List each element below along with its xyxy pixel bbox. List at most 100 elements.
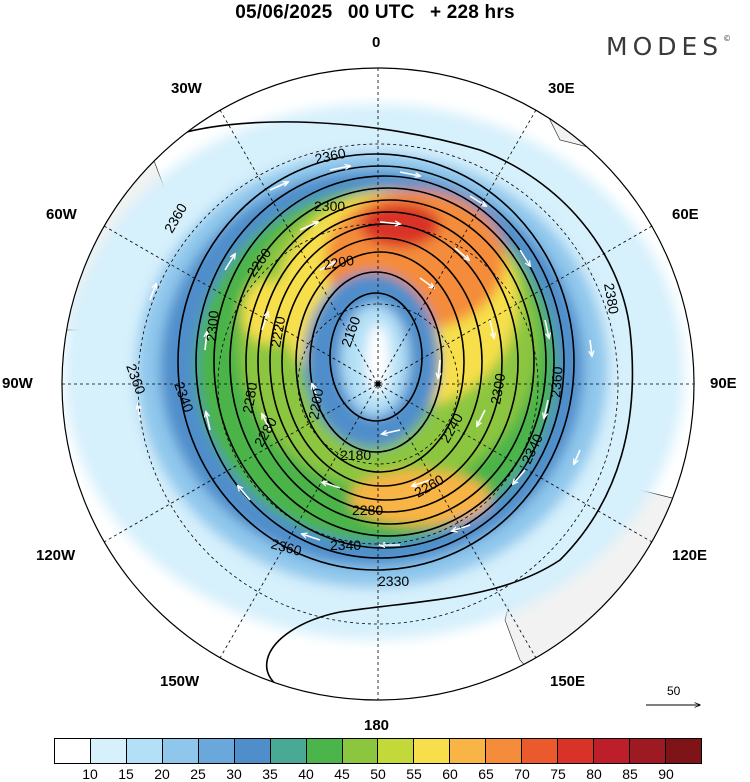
wind-arrow	[269, 182, 288, 191]
colorbar-tick-label: 60	[442, 766, 458, 782]
wind-arrow	[329, 166, 350, 171]
wind-arrow	[138, 404, 140, 421]
wind-arrow	[544, 319, 549, 338]
wind-speed-fill	[64, 104, 684, 640]
valid-date: 05/06/2025	[235, 2, 333, 23]
brand-name: MODES	[606, 32, 724, 61]
colorbar-tick-label: 30	[226, 766, 242, 782]
contour-label: 2280	[239, 381, 260, 415]
colorbar-swatch	[558, 739, 595, 763]
contour-2260	[257, 211, 519, 513]
contour-2200	[295, 251, 465, 473]
wind-arrow	[438, 359, 440, 378]
wind-arrow	[262, 414, 271, 431]
wind-arrow	[312, 384, 319, 401]
wind-arrow	[477, 409, 486, 426]
height-contours	[159, 121, 634, 700]
colorbar	[54, 738, 702, 764]
wind-arrow	[238, 486, 251, 501]
wind-arrow	[513, 469, 526, 484]
contour-2160	[329, 292, 423, 422]
colorbar-swatch	[90, 739, 127, 763]
colorbar-tick-label: 40	[298, 766, 314, 782]
colorbar-tick-label: 90	[658, 766, 674, 782]
contour-label: 2360	[313, 145, 347, 167]
lon-label-60w: 60W	[46, 206, 77, 223]
brand-logo: MODES©	[606, 32, 731, 61]
colorbar-swatch	[414, 739, 451, 763]
wind-arrow	[469, 195, 486, 206]
forecast-lead: + 228 hrs	[430, 2, 515, 23]
south-pole-marker	[375, 381, 381, 387]
copyright-mark: ©	[723, 34, 732, 43]
colorbar-tick-label: 35	[262, 766, 278, 782]
colorbar-tick-label: 45	[334, 766, 350, 782]
wind-arrow	[299, 222, 318, 231]
colorbar-swatch	[342, 739, 379, 763]
colorbar-swatch	[522, 739, 559, 763]
wind-arrow	[574, 449, 581, 464]
wind-arrow	[489, 319, 494, 338]
colorbar-tick-label: 50	[370, 766, 386, 782]
contour-2280	[245, 199, 535, 525]
lon-label-120w: 120W	[36, 547, 76, 564]
wind-arrow	[454, 247, 469, 260]
polar-map: 2360 2300 2360 2260 2200 2220 2160 2300 …	[61, 67, 750, 740]
colorbar-swatch	[486, 739, 523, 763]
colorbar-tick-label: 20	[154, 766, 170, 782]
lon-label-150e: 150E	[550, 673, 586, 690]
lon-label-90w: 90W	[2, 375, 33, 392]
lon-label-0: 0	[372, 34, 381, 51]
wind-core-10	[366, 324, 390, 396]
wind-arrow	[261, 312, 268, 331]
contour-label: 2380	[601, 282, 622, 316]
contour-label: 2340	[330, 537, 361, 553]
wind-arrow	[519, 249, 530, 266]
lon-label-150w: 150W	[160, 673, 200, 690]
colorbar-swatch	[126, 739, 163, 763]
contour-label: 2200	[322, 252, 356, 273]
colorbar-tick-label: 15	[118, 766, 134, 782]
wind-arrow	[322, 482, 341, 489]
colorbar-swatch	[234, 739, 271, 763]
colorbar-swatch	[198, 739, 235, 763]
contour-2300	[229, 187, 547, 537]
wind-arrow	[319, 262, 336, 271]
vector-reference-label: 50	[667, 684, 681, 698]
contour-label: 2300	[487, 372, 508, 406]
wind-arrow	[379, 222, 400, 224]
wind-arrow	[412, 479, 431, 486]
lon-label-60e: 60E	[672, 206, 699, 223]
valid-time: 00 UTC	[347, 2, 415, 23]
colorbar-ticks: 10 15 20 25 30 35 40 45 50 55 60 65 70 75 80 85 90	[0, 766, 750, 782]
wind-arrow	[382, 429, 401, 434]
wind-arrow	[302, 534, 321, 541]
colorbar-swatch	[378, 739, 415, 763]
contour-label: 2220	[267, 315, 288, 349]
colorbar-tick-label: 85	[622, 766, 638, 782]
colorbar-tick-label: 10	[82, 766, 98, 782]
contour-label: 2200	[305, 387, 326, 421]
lon-label-120e: 120E	[672, 547, 708, 564]
colorbar-tick-label: 55	[406, 766, 422, 782]
wind-arrow	[590, 339, 592, 356]
latitude-circle-3	[137, 143, 619, 625]
contour-2340	[195, 165, 565, 559]
contour-label: 2280	[352, 502, 383, 518]
contour-2220	[281, 237, 483, 487]
colorbar-swatch	[630, 739, 666, 763]
colorbar-tick-label: 75	[550, 766, 566, 782]
contour-2360	[177, 153, 575, 571]
contour-label: 2360	[547, 366, 566, 399]
colorbar-swatch	[55, 739, 91, 763]
colorbar-tick-label: 70	[514, 766, 530, 782]
wind-arrow	[419, 277, 434, 288]
wind-arrow	[399, 171, 420, 176]
colorbar-swatch	[665, 739, 701, 763]
wind-arrow	[206, 412, 211, 431]
contour-2380	[159, 121, 634, 700]
wind-arrow	[149, 284, 156, 301]
colorbar-swatch	[162, 739, 199, 763]
colorbar-tick-label: 80	[586, 766, 602, 782]
map-boundary	[61, 67, 695, 701]
